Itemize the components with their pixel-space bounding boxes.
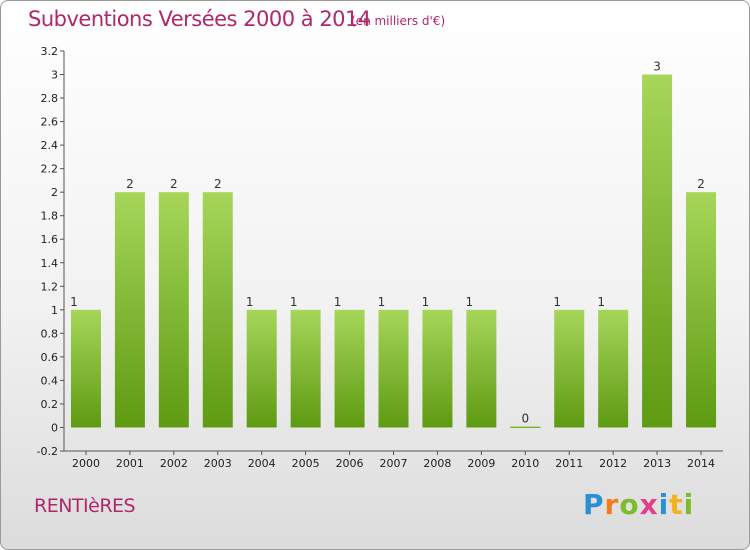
logo-letter: P xyxy=(583,488,605,521)
data-label: 1 xyxy=(246,295,254,309)
bar-2011 xyxy=(554,309,585,428)
bar-2006 xyxy=(334,309,365,428)
y-tick-label: 0 xyxy=(51,421,58,434)
x-tick-label: 2011 xyxy=(555,457,583,470)
logo-letter: i xyxy=(658,488,670,521)
y-tick-label: 0.4 xyxy=(41,374,59,387)
y-tick-label: 0.2 xyxy=(41,398,59,411)
bar-2009 xyxy=(466,309,497,428)
data-label: 1 xyxy=(334,295,342,309)
logo-letter: t xyxy=(669,488,684,521)
bar-2014 xyxy=(686,192,717,428)
x-tick-label: 2008 xyxy=(423,457,451,470)
data-label: 0 xyxy=(521,411,529,425)
data-label: 1 xyxy=(70,295,78,309)
y-tick-label: 1.8 xyxy=(41,210,59,223)
data-label: 1 xyxy=(422,295,430,309)
y-tick-label: 0.6 xyxy=(41,351,59,364)
y-tick-label: 3 xyxy=(51,69,58,82)
x-tick-label: 2006 xyxy=(336,457,364,470)
data-label: 1 xyxy=(466,295,474,309)
y-tick-label: -0.2 xyxy=(37,445,58,458)
x-tick-label: 2013 xyxy=(643,457,671,470)
bar-2008 xyxy=(422,309,453,428)
y-tick-label: 2.8 xyxy=(41,92,59,105)
x-axis: 2000 2001 2002 2003 2004 2005 2006 2007 2008 2009… xyxy=(64,450,723,470)
y-tick-label: 1.2 xyxy=(41,280,59,293)
bar-2010 xyxy=(510,426,541,428)
x-tick-label: 2009 xyxy=(467,457,495,470)
x-tick-label: 2000 xyxy=(72,457,100,470)
y-tick-label: 1 xyxy=(51,304,58,317)
bars: 1 2 2 2 1 1 1 1 1 1 0 1 1 3 2 xyxy=(70,60,717,428)
x-tick-label: 2003 xyxy=(204,457,232,470)
commune-name: RENTIèRES xyxy=(34,495,136,517)
y-tick-label: 2.2 xyxy=(41,163,59,176)
data-label: 1 xyxy=(553,295,561,309)
x-tick-label: 2005 xyxy=(292,457,320,470)
data-label: 2 xyxy=(214,177,222,191)
y-tick-label: 2.6 xyxy=(41,116,59,129)
data-label: 3 xyxy=(653,60,661,74)
bar-2001 xyxy=(114,192,145,428)
logo-letter: x xyxy=(639,488,659,521)
x-tick-label: 2007 xyxy=(380,457,408,470)
y-tick-label: 1.4 xyxy=(41,257,59,270)
y-tick-label: 1.6 xyxy=(41,233,59,246)
data-label: 2 xyxy=(697,177,705,191)
data-label: 1 xyxy=(597,295,605,309)
logo-letter: i xyxy=(683,488,695,521)
bar-2002 xyxy=(158,192,189,428)
unit-note: (en milliers d'€) xyxy=(351,14,446,28)
x-tick-label: 2004 xyxy=(248,457,276,470)
data-label: 2 xyxy=(126,177,134,191)
data-label: 2 xyxy=(170,177,178,191)
bar-2005 xyxy=(290,309,321,428)
logo-letter: o xyxy=(619,488,640,521)
proxiti-logo: Proxiti xyxy=(583,488,694,521)
y-tick-label: 3.2 xyxy=(41,45,59,58)
data-label: 1 xyxy=(378,295,386,309)
chart-title: Subventions Versées 2000 à 2014 xyxy=(28,7,371,31)
bar-2000 xyxy=(70,309,101,428)
bar-2013 xyxy=(642,74,673,428)
bar-2004 xyxy=(246,309,277,428)
x-tick-label: 2014 xyxy=(687,457,715,470)
y-tick-label: 0.8 xyxy=(41,327,59,340)
y-tick-label: 2.4 xyxy=(41,139,59,152)
bar-2007 xyxy=(378,309,409,428)
bar-2012 xyxy=(598,309,629,428)
x-tick-label: 2002 xyxy=(160,457,188,470)
logo-letter: r xyxy=(604,488,620,521)
bar-2003 xyxy=(202,192,233,428)
x-tick-label: 2010 xyxy=(511,457,539,470)
data-label: 1 xyxy=(290,295,298,309)
y-tick-label: 2 xyxy=(51,186,58,199)
x-tick-label: 2001 xyxy=(116,457,144,470)
y-axis: 3.2 3 2.8 2.6 2.4 2.2 2 1.8 1.6 1.4 1.2 1 0.8 0.6 0.4 0… xyxy=(37,45,65,458)
x-tick-label: 2012 xyxy=(599,457,627,470)
